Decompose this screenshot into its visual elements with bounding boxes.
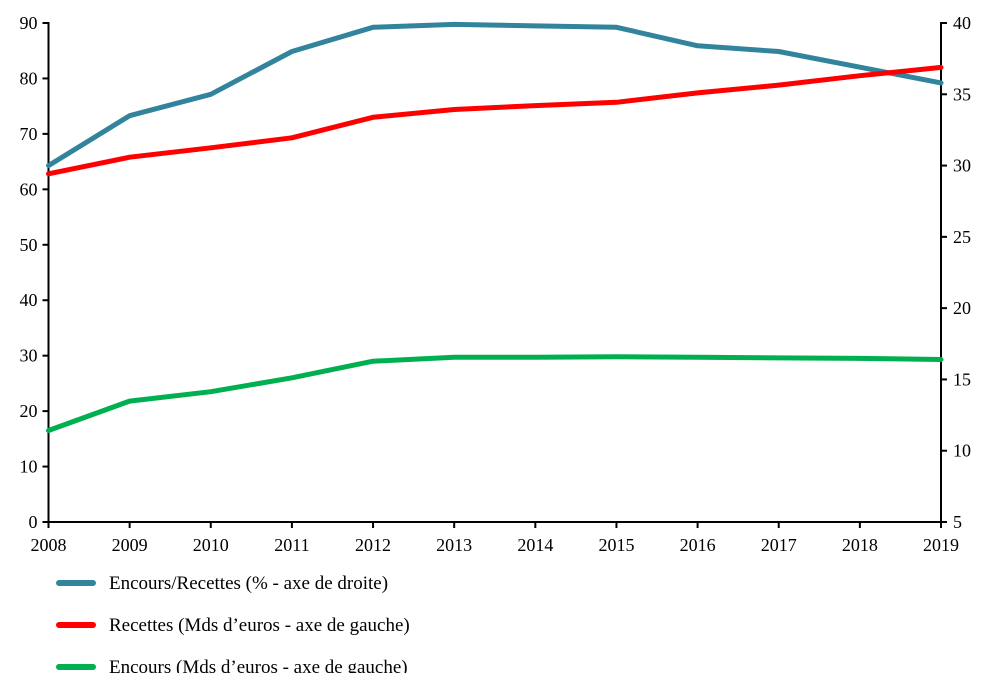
legend-swatch-encours-line <box>56 664 96 670</box>
left-axis-tick-label: 50 <box>20 235 38 255</box>
left-axis-tick-label: 90 <box>20 13 38 33</box>
x-axis-tick-label: 2014 <box>517 535 553 555</box>
x-axis-tick-label: 2015 <box>598 535 634 555</box>
legend-label-encours: Encours (Mds d’euros - axe de gauche) <box>109 656 408 673</box>
left-axis-tick-label: 20 <box>20 401 38 421</box>
plot-area: 0 10 20 30 40 50 60 70 80 90 5 10 15 20 25 30 35 40 2008 20… <box>20 13 972 555</box>
x-axis-tick-label: 2018 <box>842 535 878 555</box>
legend-label-recettes: Recettes (Mds d’euros - axe de gauche) <box>109 614 410 636</box>
left-axis-tick-label: 80 <box>20 68 38 88</box>
left-axis-tick-label: 30 <box>20 346 38 366</box>
x-axis-tick-label: 2009 <box>112 535 148 555</box>
right-axis-tick-label: 5 <box>953 512 962 532</box>
right-axis-tick-label: 35 <box>953 84 971 104</box>
x-axis-tick-label: 2017 <box>761 535 797 555</box>
right-axis-tick-label: 40 <box>953 13 971 33</box>
x-axis-tick-label: 2008 <box>31 535 67 555</box>
legend: Encours/Recettes (% - axe de droite) Rec… <box>56 562 410 673</box>
right-axis-tick-label: 25 <box>953 227 971 247</box>
legend-item-recettes: Recettes (Mds d’euros - axe de gauche) <box>56 604 410 646</box>
x-axis-tick-label: 2019 <box>923 535 959 555</box>
series-line-encours <box>46 354 944 433</box>
left-axis-tick-label: 10 <box>20 457 38 477</box>
right-axis-tick-label: 15 <box>953 369 971 389</box>
right-axis-tick-label: 10 <box>953 441 971 461</box>
left-axis-tick-label: 60 <box>20 179 38 199</box>
right-axis-tick-label: 20 <box>953 298 971 318</box>
legend-item-encours: Encours (Mds d’euros - axe de gauche) <box>56 646 410 673</box>
legend-swatch-ratio-line <box>56 580 96 586</box>
series-line-encours-recettes-ratio <box>46 21 944 169</box>
x-axis-tick-label: 2016 <box>680 535 716 555</box>
series-line-recettes <box>46 64 944 177</box>
left-axis-tick-label: 0 <box>29 512 38 532</box>
x-axis-tick-label: 2011 <box>274 535 309 555</box>
legend-swatch-recettes-line <box>56 622 96 628</box>
x-axis-tick-label: 2010 <box>193 535 229 555</box>
left-axis-tick-label: 70 <box>20 124 38 144</box>
legend-label-ratio: Encours/Recettes (% - axe de droite) <box>109 572 389 594</box>
right-axis-tick-label: 30 <box>953 156 971 176</box>
x-axis-tick-label: 2012 <box>355 535 391 555</box>
legend-item-encours-recettes-ratio: Encours/Recettes (% - axe de droite) <box>56 562 410 604</box>
left-axis-tick-label: 40 <box>20 290 38 310</box>
x-axis-tick-label: 2013 <box>436 535 472 555</box>
